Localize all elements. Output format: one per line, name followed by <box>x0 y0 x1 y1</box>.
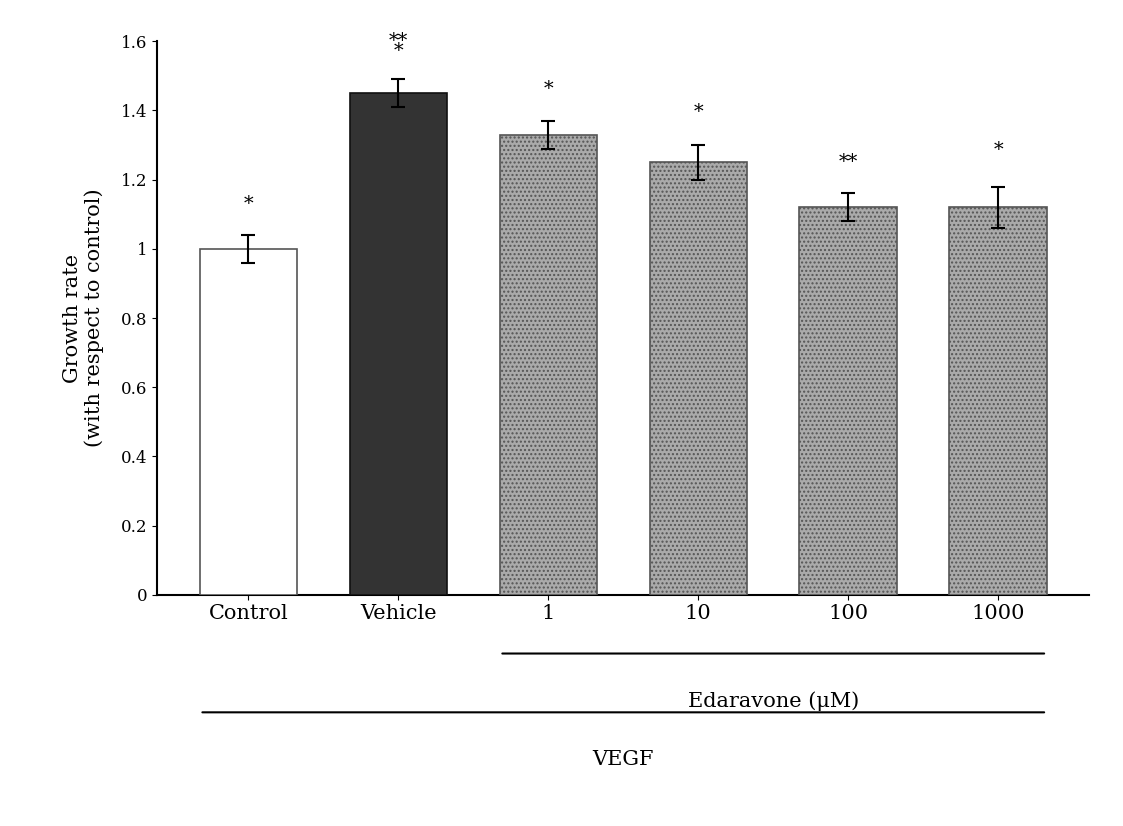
Text: *: * <box>244 194 253 212</box>
Text: VEGF: VEGF <box>593 750 654 769</box>
Text: *: * <box>393 42 403 60</box>
Bar <box>949 207 1047 595</box>
Text: **: ** <box>839 153 858 171</box>
Text: *: * <box>994 141 1003 159</box>
Text: *: * <box>693 103 703 121</box>
Bar <box>200 249 298 595</box>
Text: *: * <box>544 80 554 98</box>
Text: Edaravone (μM): Edaravone (μM) <box>687 691 859 711</box>
Text: **: ** <box>389 32 408 50</box>
Bar <box>500 135 597 595</box>
Bar <box>649 163 747 595</box>
Bar <box>349 93 447 595</box>
Y-axis label: Growth rate
(with respect to control): Growth rate (with respect to control) <box>63 188 104 448</box>
Bar <box>800 207 897 595</box>
